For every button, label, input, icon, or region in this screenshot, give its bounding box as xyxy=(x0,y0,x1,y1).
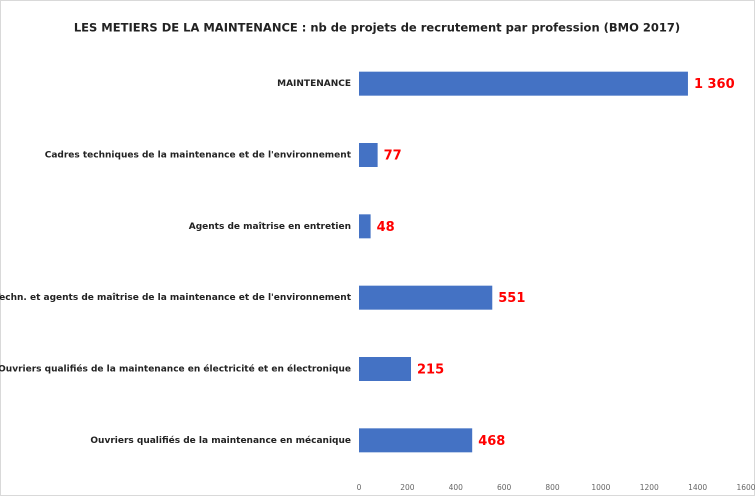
x-tick-label: 1200 xyxy=(640,483,659,492)
y-tick-label: Ouvriers qualifiés de la maintenance en … xyxy=(90,435,351,446)
x-tick-label: 1600 xyxy=(736,483,755,492)
y-tick-label: MAINTENANCE xyxy=(277,79,351,89)
value-label: 77 xyxy=(384,149,402,164)
y-tick-label: Techn. et agents de maîtrise de la maint… xyxy=(0,293,352,303)
bar xyxy=(359,357,412,381)
value-label: 551 xyxy=(498,291,525,306)
chart-title: LES METIERS DE LA MAINTENANCE : nb de pr… xyxy=(74,21,680,35)
x-tick-label: 1000 xyxy=(591,483,610,492)
bar xyxy=(359,71,688,96)
y-tick-label: Cadres techniques de la maintenance et d… xyxy=(45,151,352,161)
bar xyxy=(359,428,473,453)
x-tick-label: 600 xyxy=(497,483,512,492)
value-label: 48 xyxy=(377,220,395,235)
x-tick-label: 400 xyxy=(449,483,464,492)
value-label: 215 xyxy=(417,363,444,378)
bar xyxy=(359,214,371,239)
x-tick-label: 0 xyxy=(357,483,362,492)
y-tick-label: Ouvriers qualifiés de la maintenance en … xyxy=(0,364,351,375)
bar xyxy=(359,143,378,167)
x-tick-label: 800 xyxy=(545,483,560,492)
value-label: 468 xyxy=(478,434,505,449)
y-tick-label: Agents de maîtrise en entretien xyxy=(189,222,351,232)
x-tick-label: 1400 xyxy=(688,483,707,492)
bar xyxy=(359,285,493,310)
x-tick-label: 200 xyxy=(400,483,415,492)
value-label: 1 360 xyxy=(694,77,735,92)
